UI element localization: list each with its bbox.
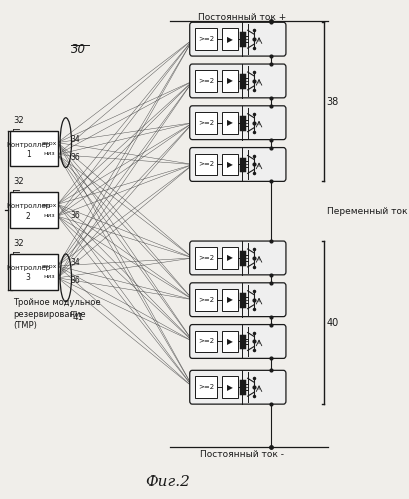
FancyBboxPatch shape [190,106,286,140]
Text: >=2: >=2 [198,384,214,390]
Text: низ: низ [43,151,55,156]
Text: ▶: ▶ [227,160,233,169]
Bar [10,131,58,167]
Text: верх: верх [41,264,57,269]
Text: 34: 34 [71,135,81,144]
Text: ▶: ▶ [227,253,233,262]
Bar [222,154,238,176]
Text: низ: низ [43,213,55,218]
Text: 41: 41 [72,313,84,322]
Text: Контроллер: Контроллер [6,203,50,209]
Bar [222,376,238,398]
Text: >=2: >=2 [198,255,214,261]
Text: ▶: ▶ [227,383,233,392]
Bar [222,330,238,352]
Text: верх: верх [41,141,57,146]
Text: 32: 32 [13,239,24,248]
Bar [222,247,238,269]
Text: Контроллер: Контроллер [6,265,50,271]
Text: >=2: >=2 [198,120,214,126]
FancyBboxPatch shape [190,148,286,181]
Bar [222,112,238,134]
Bar [195,70,218,92]
Bar [195,247,218,269]
Text: Постоянный ток -: Постоянный ток - [200,450,284,459]
Text: 34: 34 [71,258,81,267]
Text: >=2: >=2 [198,36,214,42]
Text: ▶: ▶ [227,337,233,346]
Bar [10,192,58,228]
Text: низ: низ [43,274,55,279]
Text: 30: 30 [71,43,86,56]
Text: ▶: ▶ [227,34,233,44]
Text: >=2: >=2 [198,78,214,84]
Bar [195,154,218,176]
FancyBboxPatch shape [190,22,286,56]
FancyBboxPatch shape [190,324,286,358]
Text: 38: 38 [327,97,339,107]
Text: 2: 2 [26,212,31,221]
Text: 36: 36 [71,153,81,162]
Text: ▶: ▶ [227,295,233,304]
Bar [195,376,218,398]
Bar [195,330,218,352]
Text: верх: верх [41,203,57,208]
Bar [195,28,218,50]
Bar [222,289,238,311]
Text: Постоянный ток +: Постоянный ток + [198,13,286,22]
Text: Контроллер: Контроллер [6,142,50,148]
Text: >=2: >=2 [198,297,214,303]
Text: 1: 1 [26,150,31,159]
Bar [222,28,238,50]
Bar [222,70,238,92]
Text: >=2: >=2 [198,162,214,168]
Text: Фиг.2: Фиг.2 [145,475,190,489]
FancyBboxPatch shape [190,283,286,317]
Text: 36: 36 [71,211,81,220]
Bar [195,112,218,134]
Text: Тройное модульное
резервирование
(ТМР): Тройное модульное резервирование (ТМР) [13,298,101,330]
FancyBboxPatch shape [190,64,286,98]
Bar [10,254,58,290]
Bar [195,289,218,311]
Text: 32: 32 [13,177,24,186]
Text: 32: 32 [13,116,24,125]
FancyBboxPatch shape [190,370,286,404]
Text: 3: 3 [26,273,31,282]
Text: ▶: ▶ [227,76,233,85]
FancyBboxPatch shape [190,241,286,275]
Text: ▶: ▶ [227,118,233,127]
Text: 40: 40 [327,317,339,327]
Text: 36: 36 [71,276,81,285]
Text: >=2: >=2 [198,338,214,344]
Text: Переменный ток: Переменный ток [327,207,407,216]
